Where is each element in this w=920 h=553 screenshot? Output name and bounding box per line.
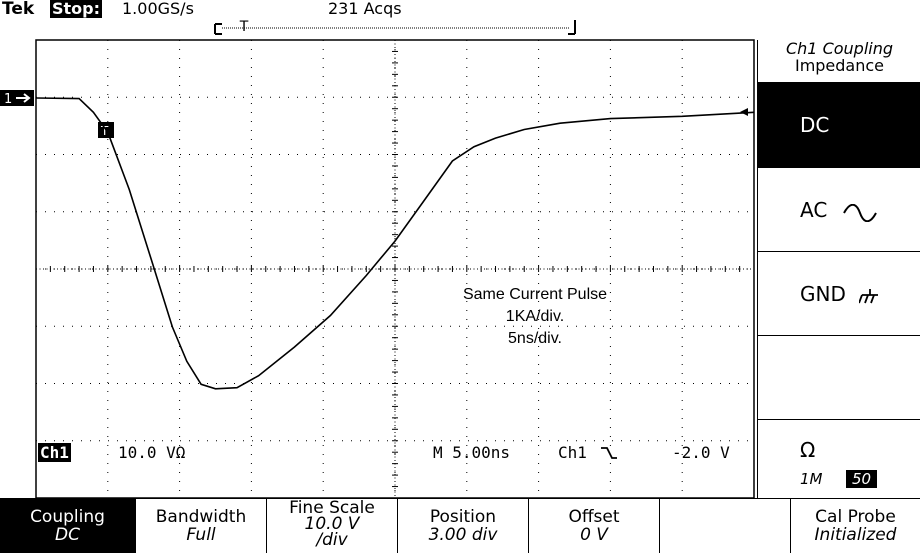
svg-text:1: 1 [4, 92, 12, 107]
ground-icon [859, 289, 878, 304]
coupling-dc-button[interactable]: DC [758, 83, 920, 168]
bandwidth-menu-value: Full [186, 525, 216, 545]
volts-value: 10.0 V [118, 443, 176, 462]
record-trigger-marker: T [239, 19, 249, 35]
record-view-bracket: T [214, 19, 576, 35]
brand-label: Tek [2, 0, 35, 19]
impedance-1m-option: 1M [800, 470, 823, 488]
coupling-ac-button[interactable]: AC [758, 168, 920, 252]
coupling-ac-label: AC [800, 198, 828, 222]
fine-scale-menu-button[interactable]: Fine Scale 10.0 V /div [267, 499, 398, 553]
position-menu-button[interactable]: Position 3.00 div [398, 499, 529, 553]
side-menu-title-line: Ch1 Coupling [785, 39, 894, 58]
sine-wave-icon [843, 204, 877, 222]
channel1-trace [35, 97, 755, 390]
offset-menu-button[interactable]: Offset 0 V [529, 499, 660, 553]
bottom-menu: Coupling DC Bandwidth Full Fine Scale 10… [0, 498, 920, 553]
graticule-grid [35, 39, 755, 499]
coupling-dc-label: DC [800, 113, 830, 137]
falling-edge-icon [601, 447, 617, 459]
coupling-menu-value: DC [55, 525, 80, 545]
offset-menu-label: Offset [568, 507, 620, 527]
coupling-gnd-button[interactable]: GND [758, 252, 920, 336]
side-menu-title-line: Impedance [794, 56, 885, 75]
coupling-menu-label: Coupling [30, 507, 105, 527]
timebase-readout: M 5.00ns [433, 443, 511, 462]
fine-scale-menu-unit: /div [316, 530, 348, 550]
cal-probe-menu-button[interactable]: Cal Probe Initialized [791, 499, 920, 553]
coupling-menu-button[interactable]: Coupling DC [0, 499, 136, 553]
impedance-50-option: 50 [846, 470, 878, 488]
bottom-menu-empty-slot [660, 499, 791, 553]
side-menu-empty-slot [758, 336, 920, 420]
side-menu-title: Ch1 Coupling Impedance [758, 40, 920, 83]
bandwidth-menu-button[interactable]: Bandwidth Full [136, 499, 267, 553]
cal-probe-menu-value: Initialized [814, 525, 897, 545]
annotation-text: Same Current Pulse 1KA/div. 5ns/div. [420, 284, 650, 350]
annotation-line: Same Current Pulse [462, 286, 608, 303]
trigger-level-marker [740, 108, 748, 116]
coupling-gnd-label: GND [800, 282, 846, 306]
trigger-source-readout: Ch1 [558, 443, 587, 462]
trigger-level-readout: -2.0 V [672, 443, 730, 462]
run-state-indicator[interactable]: Stop: [50, 0, 103, 18]
impedance-button[interactable]: Ω 1M 50 [758, 420, 920, 498]
position-menu-label: Position [429, 507, 497, 527]
status-bar: Tek Stop: 1.00GS/s 231 Acqs [0, 0, 760, 22]
offset-menu-value: 0 V [580, 525, 608, 545]
impedance-symbol-label: Ω [800, 438, 816, 462]
cal-probe-menu-label: Cal Probe [815, 507, 896, 527]
acquisition-count: 231 Acqs [328, 0, 402, 18]
svg-text:T: T [100, 124, 109, 138]
fine-scale-menu-value: 10.0 V [304, 514, 360, 534]
channel1-ground-marker[interactable]: 1 [0, 90, 34, 107]
sample-rate: 1.00GS/s [122, 0, 194, 18]
annotation-line: 5ns/div. [508, 330, 562, 347]
position-menu-value: 3.00 div [428, 525, 498, 545]
impedance-symbol: Ω [175, 443, 186, 462]
volts-per-div-readout: 10.0 VΩ [118, 443, 185, 462]
side-menu: Ch1 Coupling Impedance DC AC GND Ω 1M 50 [757, 40, 920, 498]
channel-readout: Ch1 [38, 443, 71, 462]
fine-scale-menu-label: Fine Scale [289, 498, 375, 518]
bandwidth-menu-label: Bandwidth [155, 507, 247, 527]
annotation-line: 1KA/div. [505, 308, 565, 325]
